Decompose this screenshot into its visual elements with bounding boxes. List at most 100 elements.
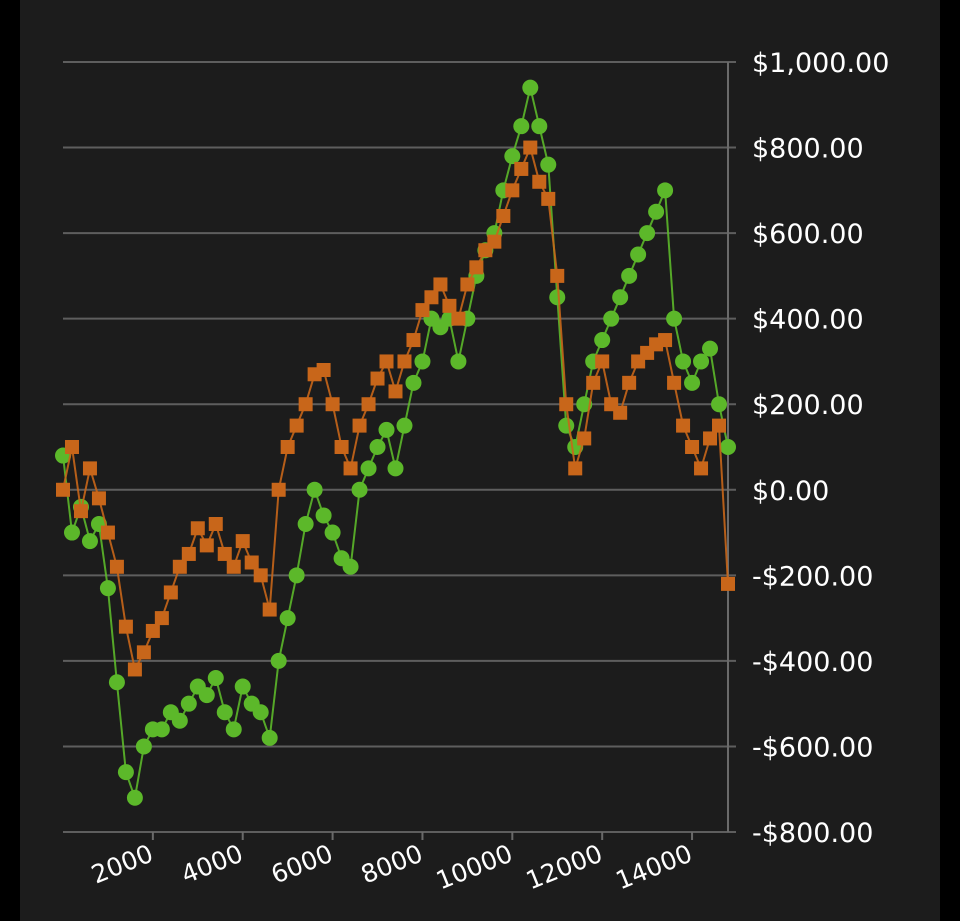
data-point (415, 303, 430, 318)
data-point (207, 670, 224, 686)
data-point (594, 332, 611, 349)
data-point (388, 384, 403, 399)
data-point (514, 161, 529, 176)
x-tick-label: 2000 (87, 839, 157, 890)
x-tick-label: 8000 (357, 839, 427, 890)
data-point (73, 504, 88, 519)
data-point (244, 555, 259, 570)
chart-panel (20, 0, 940, 921)
data-point (603, 310, 620, 327)
data-point (721, 576, 735, 591)
data-point (297, 516, 314, 532)
data-point (612, 289, 629, 306)
data-point (648, 203, 665, 220)
data-point (505, 183, 520, 198)
data-point (667, 375, 682, 390)
data-point (109, 559, 124, 574)
data-point (289, 418, 304, 433)
data-point (387, 460, 404, 477)
data-point (234, 678, 251, 695)
data-point (424, 290, 439, 305)
x-tick-label: 12000 (522, 839, 607, 896)
data-point (406, 333, 421, 348)
data-point (378, 421, 395, 438)
data-point (190, 521, 205, 536)
series-line (62, 87, 729, 802)
data-point (720, 439, 736, 455)
data-point (676, 418, 691, 433)
data-point (198, 687, 215, 704)
data-point (324, 524, 341, 541)
data-point (270, 652, 287, 669)
y-tick-label: $800.00 (752, 134, 864, 165)
data-point (703, 431, 718, 446)
data-point (117, 764, 134, 781)
data-point (684, 374, 701, 391)
data-point (487, 234, 502, 249)
data-series (55, 79, 736, 806)
data-point (63, 524, 80, 541)
data-point (208, 517, 223, 531)
x-tick-label: 6000 (267, 839, 337, 890)
data-point (622, 375, 637, 390)
data-point (396, 417, 413, 434)
data-point (496, 209, 511, 223)
y-tick-label: $600.00 (752, 219, 864, 250)
data-point (64, 440, 79, 454)
series-line (62, 144, 729, 673)
x-tick-label: 10000 (432, 839, 517, 896)
data-point (171, 712, 188, 729)
data-point (504, 148, 521, 165)
data-point (108, 674, 125, 691)
data-point (127, 662, 142, 677)
data-point (460, 277, 475, 292)
data-point (469, 260, 484, 275)
data-point (549, 289, 566, 306)
y-tick-label: -$400.00 (752, 647, 873, 678)
data-point (163, 585, 178, 600)
grid-lines (63, 61, 736, 833)
data-point (91, 491, 106, 506)
data-point (540, 156, 557, 173)
y-tick-label: -$800.00 (752, 818, 873, 849)
data-point (558, 417, 575, 434)
data-point (316, 363, 331, 377)
data-point (613, 405, 628, 420)
data-point (550, 268, 565, 283)
data-point (279, 610, 296, 627)
y-tick-label: -$200.00 (752, 561, 873, 592)
series-orange (56, 140, 735, 677)
data-point (685, 440, 700, 454)
y-tick-label: $400.00 (752, 305, 864, 336)
data-point (414, 353, 431, 370)
data-point (298, 397, 313, 412)
data-point (595, 354, 610, 369)
data-point (262, 602, 277, 617)
data-point (351, 481, 368, 498)
y-tick-label: $1,000.00 (752, 48, 889, 79)
data-point (451, 311, 466, 326)
data-point (577, 431, 592, 446)
data-point (288, 567, 305, 584)
data-point (154, 611, 169, 626)
data-point (360, 460, 377, 477)
y-tick-label: -$600.00 (752, 732, 873, 763)
data-point (397, 354, 412, 369)
data-point (235, 534, 250, 549)
data-point (280, 440, 295, 454)
data-point (442, 298, 457, 313)
x-tick-label: 14000 (612, 839, 697, 896)
data-point (586, 375, 601, 390)
data-point (666, 310, 683, 327)
data-point (342, 558, 359, 575)
data-point (513, 118, 530, 135)
series-green (55, 79, 736, 806)
data-point (56, 482, 70, 497)
data-point (694, 461, 709, 476)
data-point (180, 695, 197, 712)
data-point (405, 374, 422, 391)
data-point (370, 371, 385, 386)
data-point (145, 623, 160, 638)
